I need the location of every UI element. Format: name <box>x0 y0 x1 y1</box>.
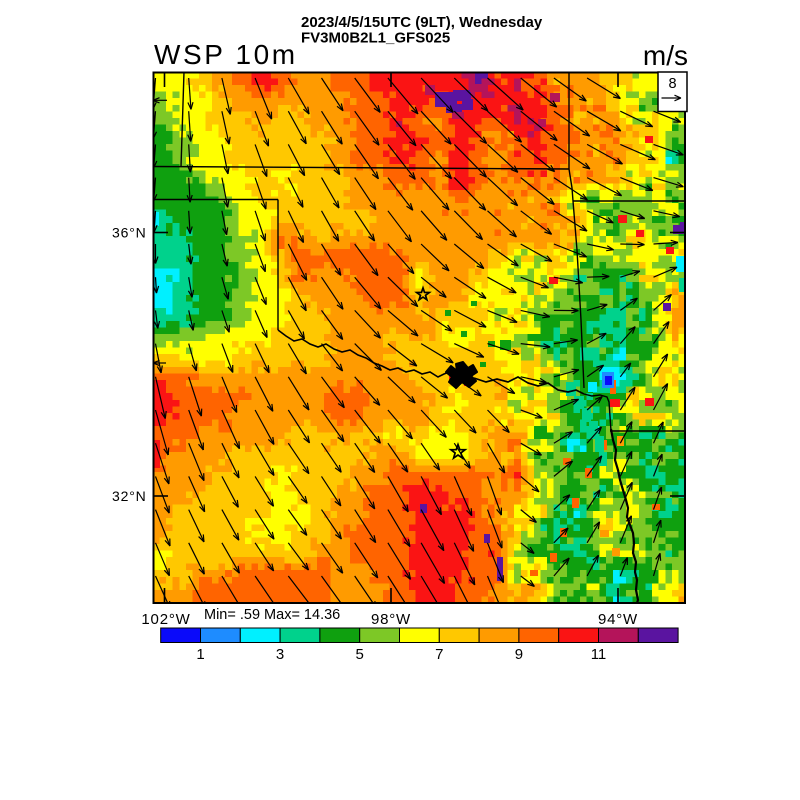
svg-text:98°W: 98°W <box>371 611 411 628</box>
svg-text:36°N: 36°N <box>112 225 146 241</box>
svg-text:3: 3 <box>276 646 284 663</box>
svg-text:5: 5 <box>356 646 364 663</box>
svg-text:FV3M0B2L1_GFS025: FV3M0B2L1_GFS025 <box>301 30 450 47</box>
svg-text:WSP 10m: WSP 10m <box>154 39 298 70</box>
svg-text:8: 8 <box>668 76 676 92</box>
svg-text:94°W: 94°W <box>598 611 638 628</box>
svg-text:Min= .59 Max= 14.36: Min= .59 Max= 14.36 <box>204 607 340 623</box>
svg-text:7: 7 <box>435 646 443 663</box>
svg-text:11: 11 <box>591 646 607 663</box>
svg-text:1: 1 <box>196 646 204 663</box>
svg-text:9: 9 <box>515 646 523 663</box>
svg-text:2023/4/5/15UTC (9LT), Wednesda: 2023/4/5/15UTC (9LT), Wednesday <box>301 14 543 31</box>
svg-text:m/s: m/s <box>643 40 688 71</box>
svg-text:102°W: 102°W <box>141 611 190 628</box>
svg-text:32°N: 32°N <box>112 488 146 504</box>
